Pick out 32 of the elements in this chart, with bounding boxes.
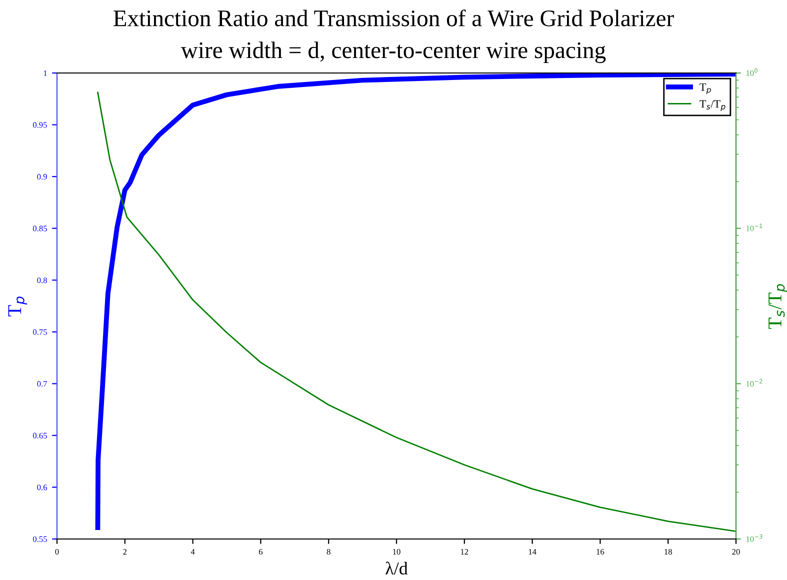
y2-axis-title: T$_{s}$/T$_{p}$ <box>768 284 787 329</box>
y-tick-label: 0.75 <box>33 329 47 335</box>
y-tick-label: 0.7 <box>37 381 48 387</box>
y2-tick-label: 10$^{−1}$ <box>746 224 762 232</box>
y-tick-label: 0.55 <box>33 536 47 542</box>
chart-subtitle: wire width = d, center-to-center wire spacing <box>180 42 606 64</box>
x-tick-label: 10 <box>393 548 400 555</box>
x-tick-label: 8 <box>326 548 330 555</box>
y-tick-label: 0.85 <box>33 226 47 232</box>
legend-label: T$_{s}$/T$_{p}$ <box>700 100 726 111</box>
x-tick-label: 14 <box>528 549 536 555</box>
x-axis-title: λ/d <box>386 562 408 575</box>
chart-title: Extinction Ratio and Transmission of a Wire Grid Polarizer <box>114 9 674 26</box>
y2-tick-label: 10$^{−2}$ <box>746 379 762 387</box>
x-tick-label: 2 <box>123 548 127 555</box>
y2-tick-label: 10$^{−3}$ <box>746 534 762 542</box>
y-tick-label: 0.65 <box>33 432 47 438</box>
x-tick-label: 0 <box>55 548 59 555</box>
y-axis-title: T$_{p}$ <box>8 296 28 316</box>
x-tick-label: 18 <box>664 548 672 555</box>
x-tick-label: 16 <box>596 548 604 555</box>
y-tick-label: 0.9 <box>37 174 47 180</box>
x-tick-label: 6 <box>258 548 263 555</box>
x-tick-label: 4 <box>190 549 195 555</box>
y-tick-label: 0.8 <box>37 277 47 284</box>
y-tick-label: 0.6 <box>37 484 48 490</box>
y-tick-label: 0.95 <box>33 122 47 128</box>
legend-label: T$_{p}$ <box>700 83 711 94</box>
y-tick-label: 1 <box>44 70 47 76</box>
x-tick-label: 12 <box>460 548 468 555</box>
x-tick-label: 20 <box>732 548 740 555</box>
y2-tick-label: 10$^{0}$ <box>746 68 758 76</box>
